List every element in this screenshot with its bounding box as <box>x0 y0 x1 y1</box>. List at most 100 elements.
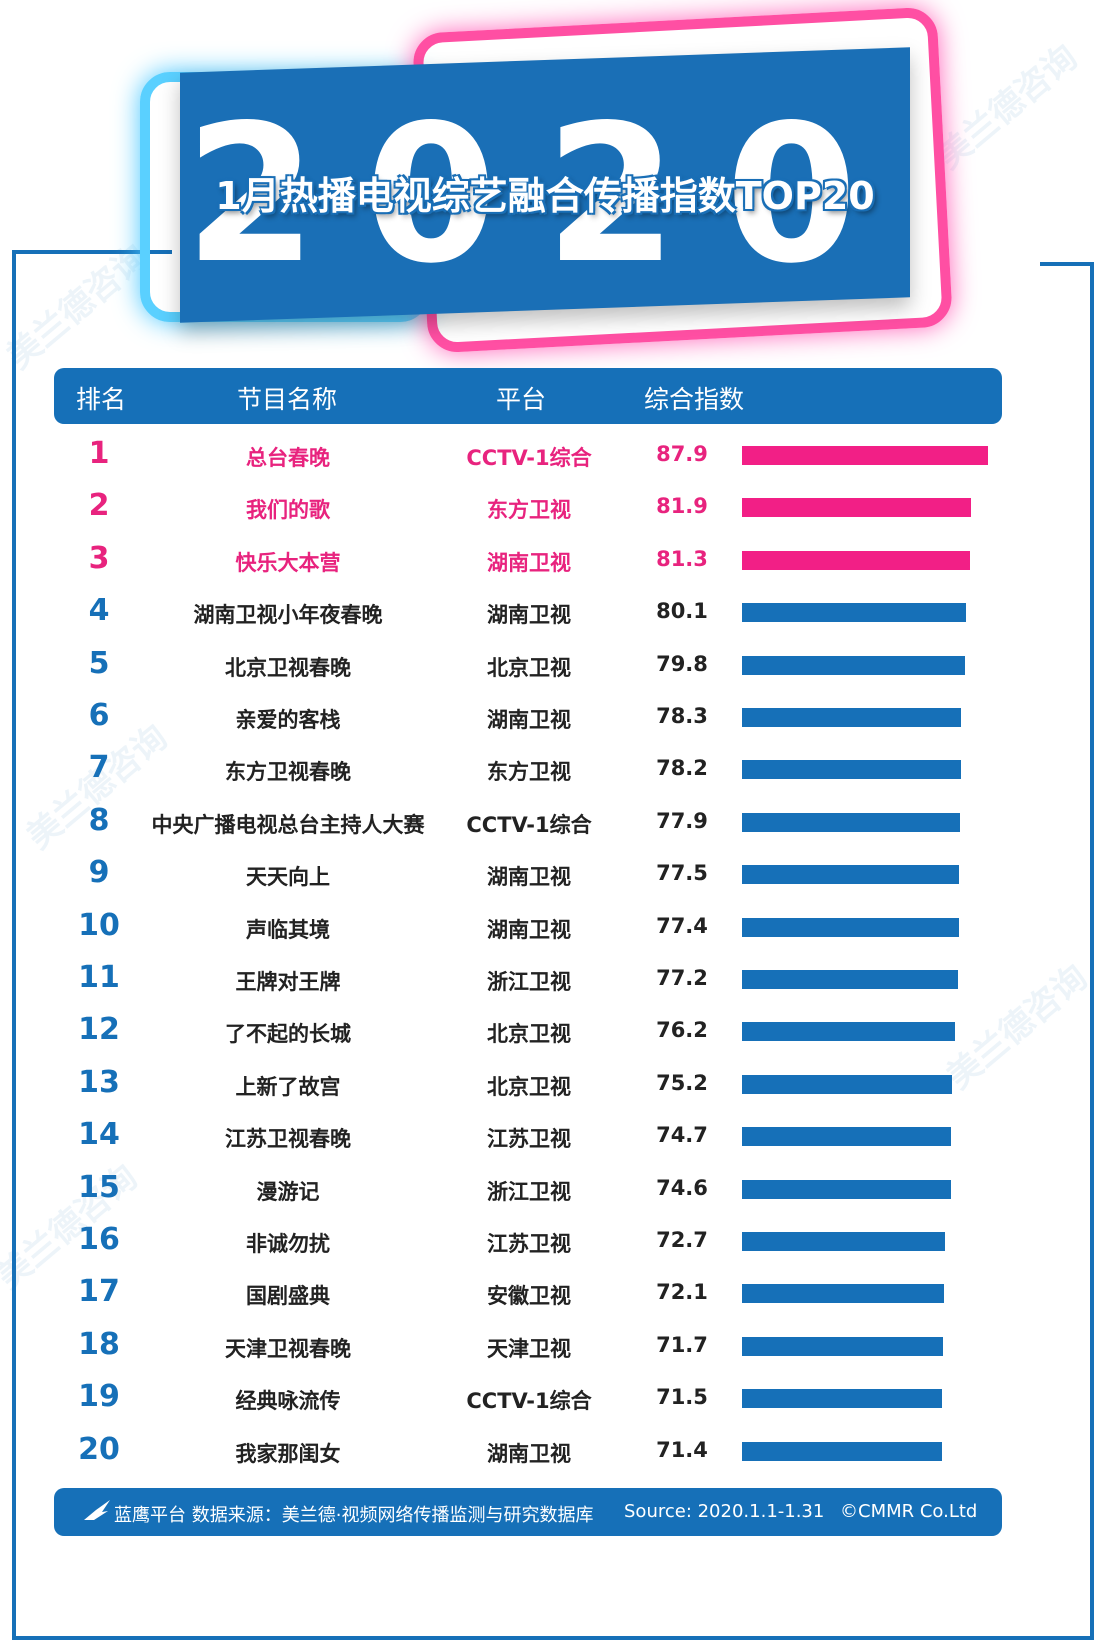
platform-label: 湖南卫视 <box>487 550 571 575</box>
rank-label: 17 <box>78 1274 120 1310</box>
data-label: 77.2 <box>656 966 708 990</box>
platform-label: 天津卫视 <box>487 1336 571 1361</box>
program-name: 总台春晚 <box>246 446 330 470</box>
platform-label: CCTV-1综合 <box>466 446 592 470</box>
rank-label: 6 <box>88 698 110 733</box>
program-name: 国剧盛典 <box>246 1284 330 1309</box>
platform-label: 北京卫视 <box>487 655 571 680</box>
rank-label: 11 <box>78 960 120 995</box>
bar <box>742 865 959 885</box>
platform-label: 湖南卫视 <box>487 603 571 628</box>
rank-label: 18 <box>78 1326 120 1362</box>
rank-label: 4 <box>88 593 110 629</box>
frame-line <box>1090 262 1094 1640</box>
data-label: 77.9 <box>656 808 708 833</box>
data-label: 75.2 <box>656 1070 708 1095</box>
bar <box>742 1284 944 1304</box>
bar <box>742 917 959 937</box>
platform-label: 北京卫视 <box>487 1074 571 1099</box>
header-name: 节目名称 <box>237 385 338 414</box>
platform-label: 东方卫视 <box>487 498 571 523</box>
table-row: 13 上新了故宫 北京卫视 75.2 <box>0 1059 1106 1111</box>
platform-label: 湖南卫视 <box>487 865 571 890</box>
data-label: 72.1 <box>656 1280 708 1305</box>
footer-date-range: Source: 2020.1.1-1.31 <box>624 1501 825 1522</box>
program-name: 我们的歌 <box>246 498 330 523</box>
program-name: 声临其境 <box>246 917 330 942</box>
table-row: 17 国剧盛典 安徽卫视 72.1 <box>0 1268 1106 1320</box>
data-label: 74.6 <box>656 1175 708 1200</box>
table-row: 20 我家那闺女 湖南卫视 71.4 <box>0 1426 1106 1478</box>
table-header: 排名 节目名称 平台 综合指数 <box>54 368 1002 424</box>
table-row: 3 快乐大本营 湖南卫视 81.3 <box>0 535 1106 587</box>
program-name: 我家那闺女 <box>235 1441 341 1466</box>
rank-label: 9 <box>88 855 110 891</box>
header-index: 综合指数 <box>644 385 745 414</box>
rank-label: 2 <box>88 488 110 524</box>
rank-label: 3 <box>88 540 110 576</box>
table-row: 16 非诚勿扰 江苏卫视 72.7 <box>0 1216 1106 1268</box>
watermark: 美兰德咨询 <box>929 37 1086 178</box>
frame-line <box>1040 262 1094 266</box>
rank-label: 1 <box>88 436 110 471</box>
rank-label: 14 <box>78 1117 120 1153</box>
frame-line <box>12 1636 1094 1640</box>
platform-label: CCTV-1综合 <box>466 1389 592 1414</box>
platform-label: 东方卫视 <box>487 760 571 785</box>
rank-label: 20 <box>78 1431 120 1467</box>
table-row: 14 江苏卫视春晚 江苏卫视 74.7 <box>0 1111 1106 1163</box>
data-label: 78.3 <box>656 704 708 728</box>
program-name: 快乐大本营 <box>235 550 341 575</box>
table-row: 11 王牌对王牌 浙江卫视 77.2 <box>0 954 1106 1006</box>
platform-label: 安徽卫视 <box>487 1284 571 1309</box>
header-platform: 平台 <box>496 385 547 414</box>
table-row: 6 亲爱的客栈 湖南卫视 78.3 <box>0 692 1106 744</box>
table-row: 10 声临其境 湖南卫视 77.4 <box>0 902 1106 954</box>
footer-source: 蓝鹰平台 数据来源：美兰德·视频网络传播监测与研究数据库 <box>114 1505 594 1526</box>
table-row: 12 了不起的长城 北京卫视 76.2 <box>0 1006 1106 1058</box>
program-name: 湖南卫视小年夜春晚 <box>193 603 383 628</box>
rank-label: 8 <box>88 802 110 838</box>
program-name: 上新了故宫 <box>235 1074 341 1099</box>
platform-label: 湖南卫视 <box>487 917 571 942</box>
bar <box>742 446 988 465</box>
rank-label: 13 <box>78 1064 120 1100</box>
chart-title: 1月热播电视综艺融合传播指数TOP20 <box>215 174 875 218</box>
platform-label: 北京卫视 <box>487 1022 571 1047</box>
bar <box>742 1074 953 1094</box>
bar <box>742 550 970 570</box>
bar <box>742 970 959 989</box>
table-row: 9 天天向上 湖南卫视 77.5 <box>0 849 1106 901</box>
data-label: 79.8 <box>656 651 708 676</box>
data-label: 71.7 <box>656 1332 708 1357</box>
program-name: 经典咏流传 <box>235 1389 341 1414</box>
bar <box>742 1179 951 1199</box>
program-name: 了不起的长城 <box>225 1022 351 1047</box>
frame-line <box>12 250 172 254</box>
table-row: 8 中央广播电视总台主持人大赛 CCTV-1综合 77.9 <box>0 797 1106 849</box>
platform-label: 湖南卫视 <box>487 1441 571 1466</box>
data-label: 71.4 <box>656 1437 708 1462</box>
data-label: 76.2 <box>656 1018 708 1043</box>
data-label: 81.9 <box>656 494 708 519</box>
bar <box>742 1441 942 1461</box>
bar <box>742 498 972 518</box>
eagle-icon <box>82 1498 112 1528</box>
data-label: 74.7 <box>656 1123 708 1148</box>
table-row: 4 湖南卫视小年夜春晚 湖南卫视 80.1 <box>0 587 1106 639</box>
table-row: 18 天津卫视春晚 天津卫视 71.7 <box>0 1321 1106 1373</box>
footer-copyright: ©CMMR Co.Ltd <box>840 1501 978 1522</box>
rank-label: 5 <box>88 645 110 681</box>
data-label: 77.4 <box>656 913 708 938</box>
frame-line <box>12 250 16 1640</box>
data-label: 72.7 <box>656 1228 708 1252</box>
footer-bar: 蓝鹰平台 数据来源：美兰德·视频网络传播监测与研究数据库 Source: 202… <box>54 1488 1002 1536</box>
program-name: 东方卫视春晚 <box>225 760 351 785</box>
rank-label: 16 <box>78 1222 120 1257</box>
header-rank: 排名 <box>76 385 127 414</box>
data-label: 78.2 <box>656 756 708 781</box>
platform-label: 江苏卫视 <box>487 1232 571 1256</box>
table-row: 2 我们的歌 东方卫视 81.9 <box>0 482 1106 534</box>
bar <box>742 1232 946 1251</box>
rank-label: 10 <box>78 907 120 943</box>
